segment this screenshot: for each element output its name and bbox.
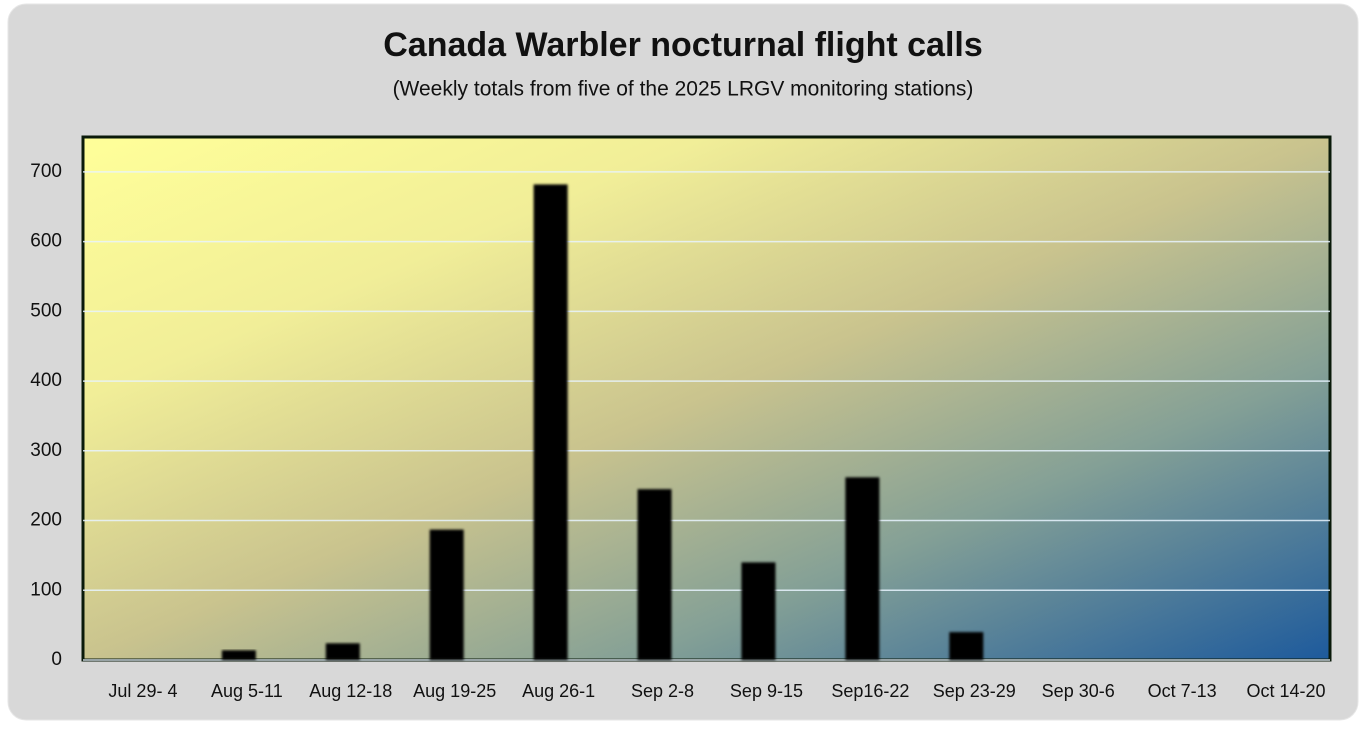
x-tick-label: Sep16-22 (831, 681, 909, 701)
bar (533, 184, 568, 660)
y-tick-label: 100 (30, 579, 62, 600)
y-tick-label: 700 (30, 161, 62, 182)
bar (637, 489, 672, 660)
bar (429, 529, 464, 660)
bar (741, 562, 776, 660)
y-tick-label: 400 (30, 370, 62, 391)
x-tick-label: Sep 23-29 (933, 681, 1016, 701)
y-tick-label: 600 (30, 231, 62, 252)
bar (221, 650, 256, 660)
x-tick-label: Aug 12-18 (309, 681, 392, 701)
x-tick-label: Aug 5-11 (211, 681, 283, 701)
y-tick-label: 0 (51, 649, 62, 670)
y-tick-label: 500 (30, 300, 62, 321)
bar (949, 632, 984, 660)
x-tick-label: Jul 29- 4 (108, 681, 177, 701)
x-tick-label: Aug 26-1 (522, 681, 595, 701)
chart-subtitle: (Weekly totals from five of the 2025 LRG… (393, 78, 974, 101)
bar (845, 477, 880, 660)
x-tick-label: Aug 19-25 (413, 681, 496, 701)
x-tick-label: Oct 14-20 (1247, 681, 1326, 701)
x-tick-label: Oct 7-13 (1148, 681, 1217, 701)
x-tick-label: Sep 2-8 (631, 681, 694, 701)
x-tick-label: Sep 30-6 (1042, 681, 1115, 701)
plot-area (81, 135, 1332, 662)
y-tick-label: 300 (30, 440, 62, 461)
chart-title: Canada Warbler nocturnal flight calls (383, 26, 983, 64)
bar (325, 643, 360, 660)
y-tick-label: 200 (30, 510, 62, 531)
x-tick-label: Sep 9-15 (730, 681, 803, 701)
